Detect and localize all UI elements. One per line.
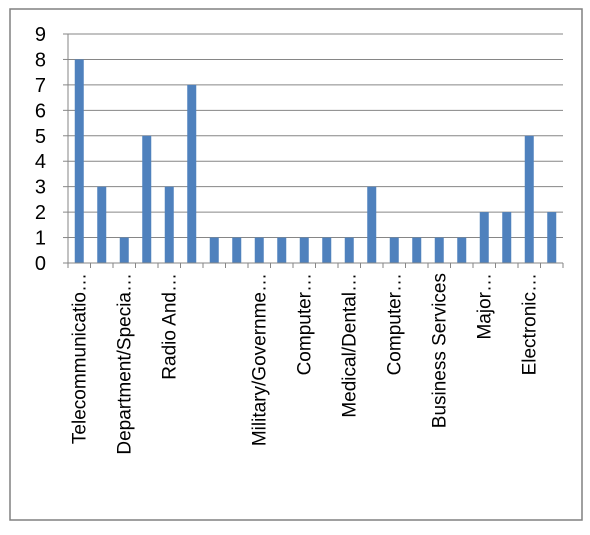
bar [254,237,264,263]
y-tick-label: 8 [35,49,46,71]
bar [412,237,422,263]
x-tick-label: Computer… [384,273,405,375]
x-tick-label: Department/Specia… [114,273,135,455]
bar [502,212,512,263]
bar [164,186,174,263]
y-tick-label: 2 [35,202,46,224]
y-tick-label: 7 [35,75,46,97]
bar [299,237,309,263]
bar [74,59,84,263]
bar [457,237,467,263]
bar [389,237,399,263]
bar [547,212,557,263]
bar [209,237,219,263]
y-tick-label: 6 [35,100,46,122]
bar [524,135,534,263]
y-tick-label: 4 [35,151,46,173]
bar [367,186,377,263]
bar [232,237,242,263]
y-tick-label: 1 [35,228,46,250]
y-tick-label: 0 [35,253,46,275]
x-tick-label: Computer… [294,273,315,375]
x-tick-label: Business Services [429,273,450,428]
x-tick-label: Major… [474,273,495,340]
x-tick-label: Radio And… [159,273,180,380]
bar [277,237,287,263]
bar [434,237,444,263]
bar [187,84,197,263]
x-tick-label: Military/Governme… [249,273,270,446]
y-tick-label: 3 [35,177,46,199]
bar [322,237,332,263]
bar [344,237,354,263]
bar [119,237,129,263]
y-tick-label: 5 [35,126,46,148]
bar [142,135,152,263]
bar [97,186,107,263]
x-tick-label: Telecommunicatio… [69,273,90,444]
y-tick-label: 9 [35,24,46,46]
chart-border [9,8,583,521]
x-tick-label: Electronic… [519,273,540,375]
bar [479,212,489,263]
x-tick-label: Medical/Dental… [339,273,360,418]
